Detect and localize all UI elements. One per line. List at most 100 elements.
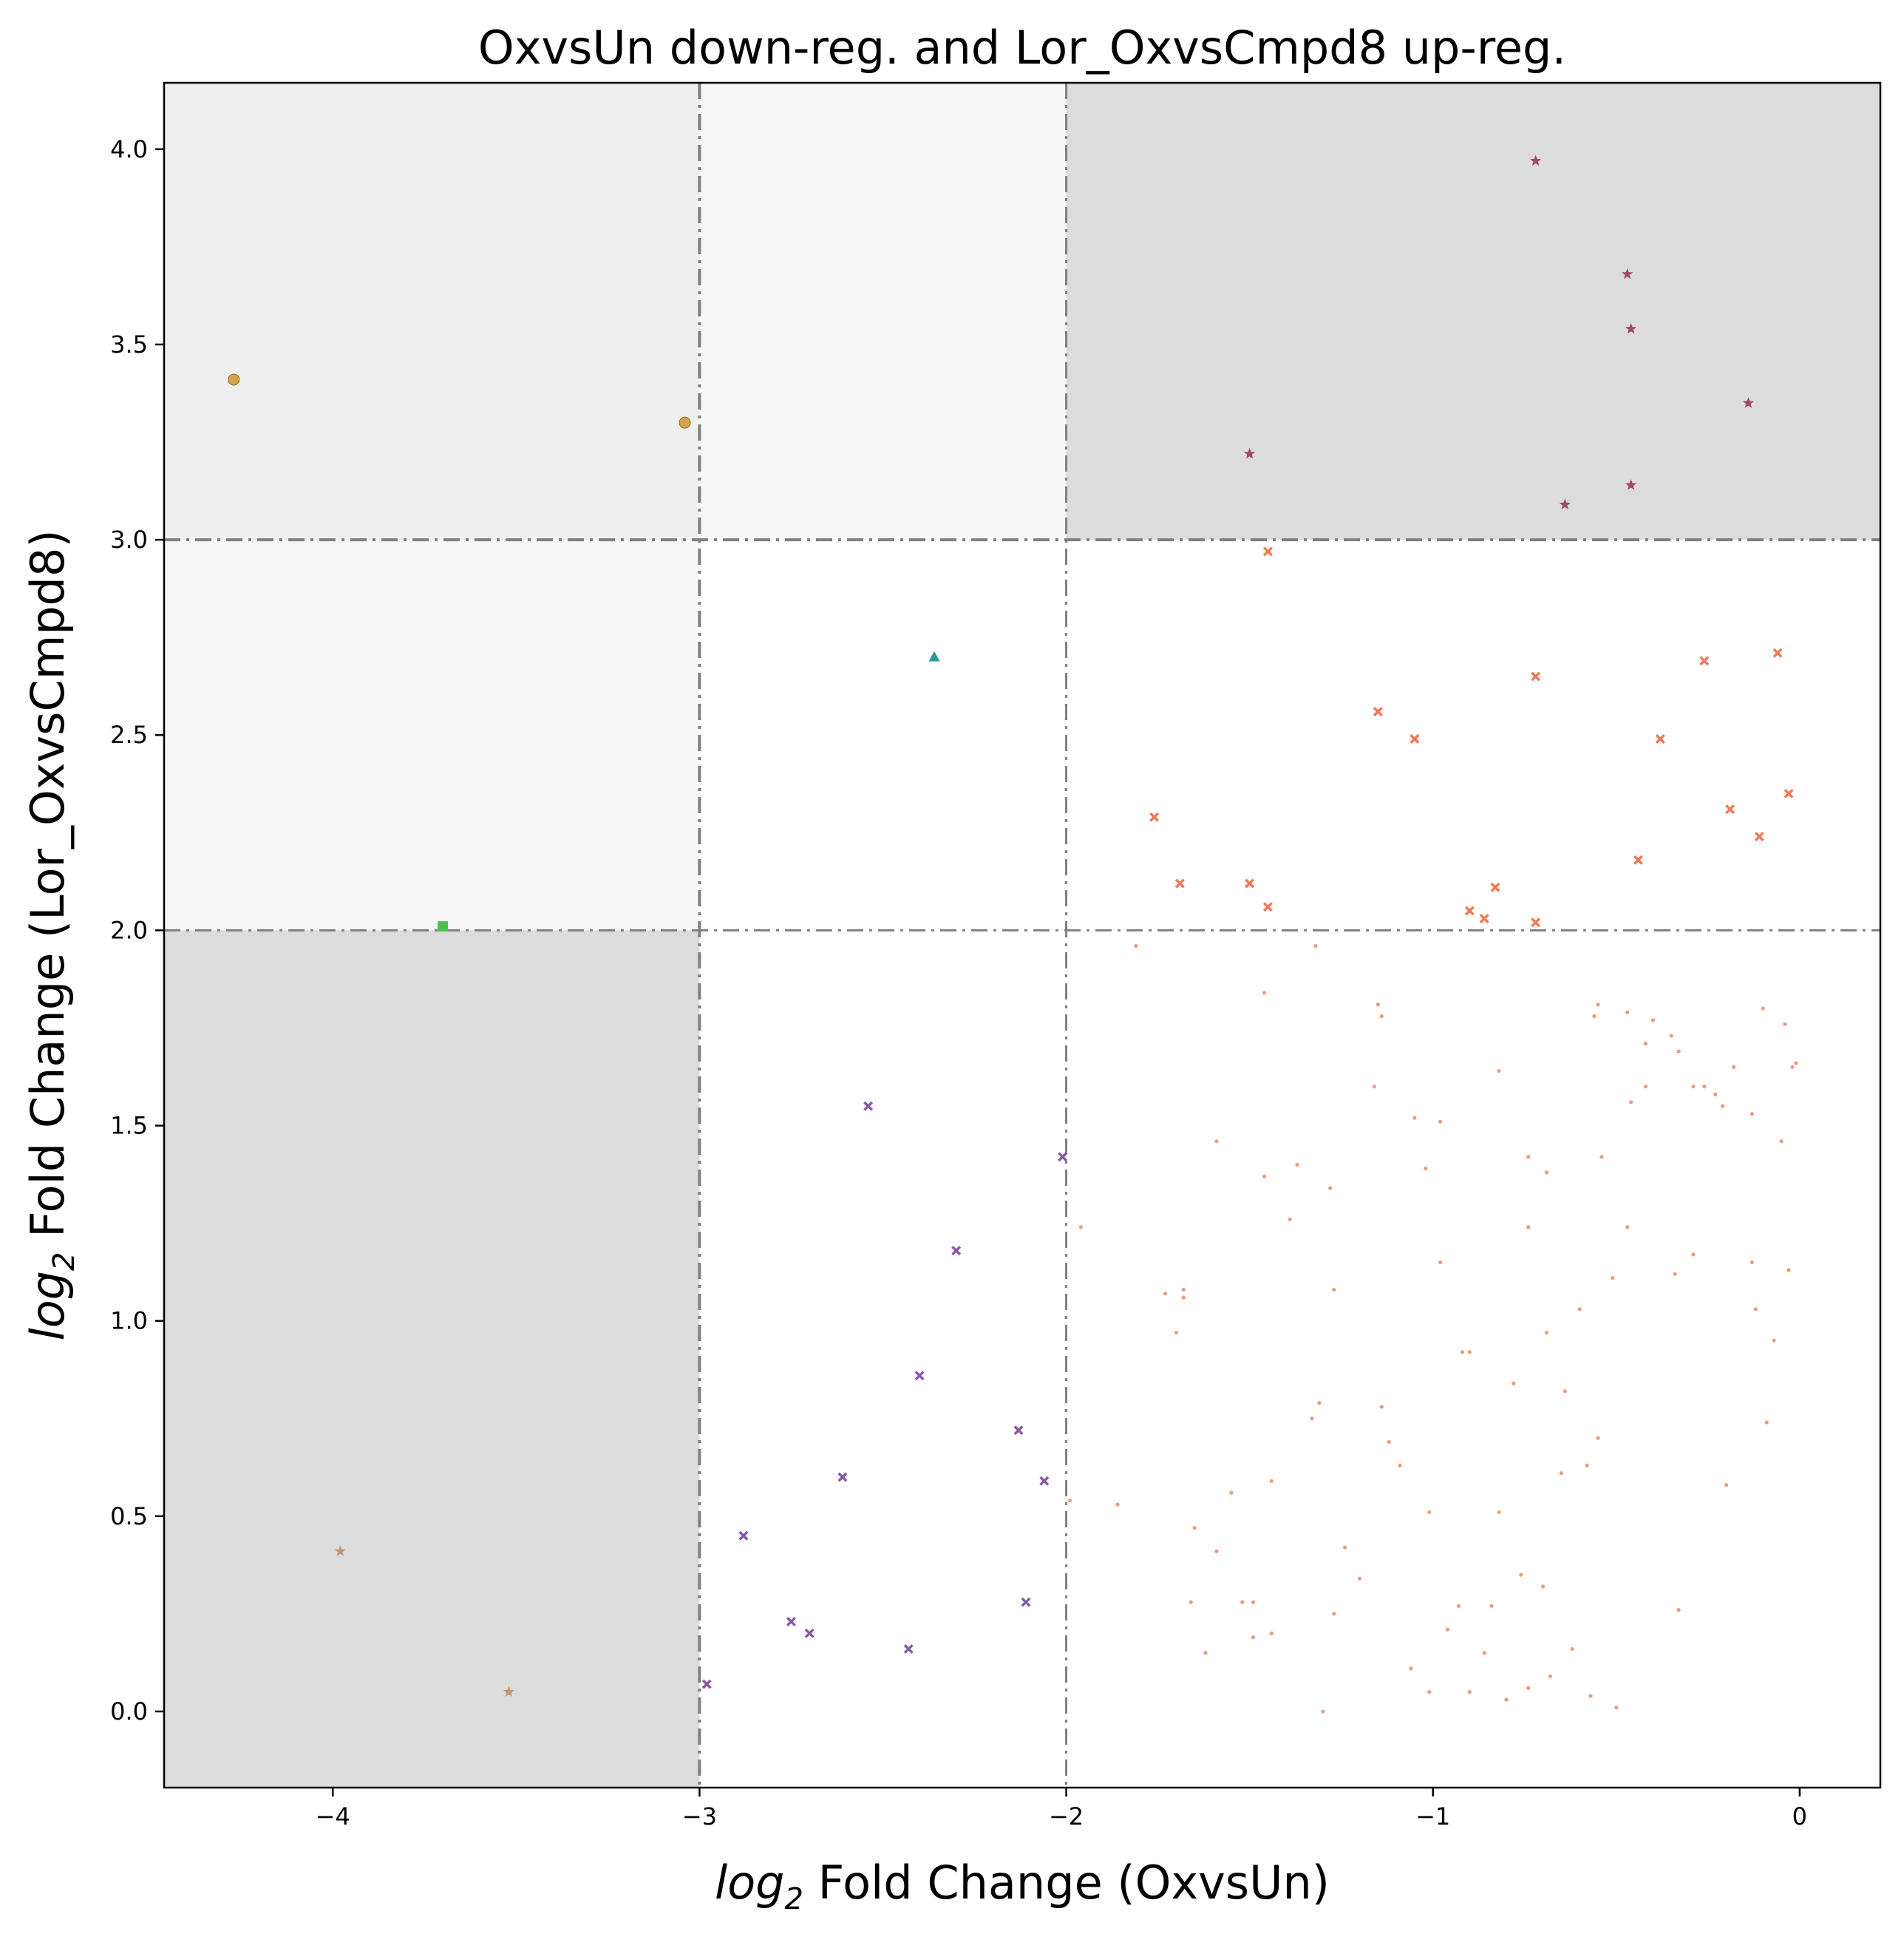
data-point-x bbox=[1039, 1476, 1050, 1486]
data-point-dot bbox=[1596, 1002, 1600, 1007]
y-tick-label: 3.0 bbox=[110, 526, 148, 554]
data-point-dot bbox=[1596, 1436, 1600, 1440]
chart-title: OxvsUn down-reg. and Lor_OxvsCmpd8 up-re… bbox=[478, 21, 1566, 75]
data-point-dot bbox=[1181, 1295, 1186, 1300]
axis-ticks: −4 −3 −2 −1 0 0.0 0.5 1.0 1.5 2.0 2.5 3.0 3.5 4.0 bbox=[110, 135, 1807, 1830]
y-tick-label: 1.0 bbox=[110, 1307, 148, 1335]
data-point-dot bbox=[1269, 1479, 1274, 1483]
x-axis-label-base: 2 bbox=[785, 1882, 803, 1916]
x-tick-label: −2 bbox=[1049, 1802, 1084, 1830]
data-point-dot bbox=[1482, 1651, 1486, 1655]
data-point-dot bbox=[1676, 1049, 1681, 1053]
data-point-dot bbox=[1078, 1225, 1083, 1229]
data-point-dot bbox=[1163, 1292, 1168, 1296]
data-point-x bbox=[1410, 734, 1420, 744]
data-point-dot bbox=[1526, 1686, 1531, 1690]
series-1-star bbox=[1244, 155, 1754, 509]
data-point-star bbox=[1742, 397, 1754, 408]
data-point-dot bbox=[1790, 1065, 1795, 1069]
data-point-x bbox=[1464, 906, 1475, 916]
data-point-dot bbox=[1489, 1604, 1494, 1608]
x-axis-label-log: log bbox=[715, 1856, 785, 1910]
data-point-dot bbox=[1460, 1350, 1464, 1354]
data-point-x bbox=[1373, 707, 1383, 717]
data-point-x bbox=[1245, 878, 1255, 889]
data-point-dot bbox=[1313, 943, 1318, 949]
data-point-dot bbox=[1721, 1104, 1725, 1108]
data-point-x bbox=[701, 1679, 712, 1689]
data-point-star bbox=[1244, 447, 1256, 459]
data-point-dot bbox=[1229, 1490, 1234, 1495]
shaded-region-1 bbox=[699, 83, 1067, 540]
y-tick-label: 0.0 bbox=[110, 1697, 148, 1726]
data-point-dot bbox=[1134, 943, 1138, 949]
y-tick-label: 3.5 bbox=[110, 330, 148, 359]
data-point-dot bbox=[1251, 1635, 1256, 1640]
data-point-star bbox=[503, 1686, 514, 1697]
x-tick-label: −4 bbox=[316, 1802, 350, 1830]
series-7-dot bbox=[1067, 943, 1798, 1714]
data-point-dot bbox=[1332, 1287, 1336, 1292]
y-tick-label: 1.5 bbox=[110, 1112, 148, 1140]
data-point-dot bbox=[1262, 991, 1267, 995]
data-point-dot bbox=[1357, 1576, 1362, 1581]
data-point-dot bbox=[1753, 1307, 1758, 1312]
data-point-dot bbox=[1691, 1252, 1696, 1257]
series-5-x bbox=[1149, 546, 1794, 928]
data-point-x bbox=[1784, 789, 1794, 798]
y-tick-label: 4.0 bbox=[110, 135, 148, 163]
data-point-dot bbox=[1783, 1022, 1787, 1026]
data-point-dot bbox=[1526, 1225, 1531, 1229]
data-point-dot bbox=[1526, 1155, 1531, 1159]
x-tick-label: 0 bbox=[1792, 1802, 1807, 1830]
data-point-star bbox=[334, 1545, 346, 1556]
data-point-dot bbox=[1676, 1608, 1681, 1612]
data-point-x bbox=[1490, 882, 1500, 892]
data-point-dot bbox=[1288, 1217, 1292, 1221]
series-4-star bbox=[334, 1545, 514, 1697]
data-point-dot bbox=[1577, 1307, 1582, 1312]
data-point-dot bbox=[1669, 1034, 1673, 1038]
data-point-x bbox=[1772, 648, 1783, 658]
data-point-dot bbox=[1497, 1510, 1501, 1515]
data-point-dot bbox=[1643, 1085, 1648, 1089]
data-point-dot bbox=[1203, 1651, 1208, 1655]
data-point-triangle bbox=[928, 651, 940, 662]
data-point-dot bbox=[1611, 1275, 1615, 1280]
y-axis-label-log: log bbox=[21, 1271, 75, 1341]
data-point-x bbox=[1021, 1597, 1031, 1607]
data-point-dot bbox=[1563, 1389, 1567, 1394]
data-point-dot bbox=[1691, 1085, 1696, 1089]
data-point-x bbox=[1013, 1425, 1024, 1436]
data-points bbox=[228, 155, 1798, 1714]
data-point-circle bbox=[228, 373, 240, 386]
data-point-dot bbox=[1512, 1381, 1516, 1385]
y-tick-label: 2.0 bbox=[110, 916, 148, 944]
shaded-regions bbox=[164, 83, 1880, 1788]
data-point-dot bbox=[1412, 1116, 1417, 1120]
data-point-square bbox=[438, 921, 449, 932]
data-point-dot bbox=[1189, 1600, 1193, 1604]
data-point-dot bbox=[1592, 1014, 1597, 1019]
data-point-dot bbox=[1599, 1155, 1604, 1159]
data-point-dot bbox=[1467, 1689, 1472, 1694]
data-point-dot bbox=[1504, 1697, 1509, 1702]
data-point-dot bbox=[1559, 1471, 1563, 1476]
data-point-dot bbox=[1786, 1268, 1791, 1272]
data-point-dot bbox=[1673, 1272, 1677, 1276]
data-point-x bbox=[1479, 914, 1489, 923]
data-point-x bbox=[1655, 734, 1665, 744]
data-point-dot bbox=[1702, 1085, 1707, 1089]
data-point-dot bbox=[1540, 1584, 1546, 1589]
data-point-dot bbox=[1269, 1631, 1274, 1635]
data-point-dot bbox=[1643, 1042, 1648, 1046]
data-point-dot bbox=[1764, 1420, 1769, 1425]
data-point-dot bbox=[1761, 1006, 1765, 1011]
data-point-x bbox=[1262, 902, 1273, 912]
data-point-dot bbox=[1398, 1463, 1402, 1468]
data-point-star bbox=[1559, 498, 1571, 509]
data-point-dot bbox=[1519, 1572, 1523, 1577]
data-point-x bbox=[914, 1371, 925, 1381]
series-3-square bbox=[438, 921, 449, 932]
